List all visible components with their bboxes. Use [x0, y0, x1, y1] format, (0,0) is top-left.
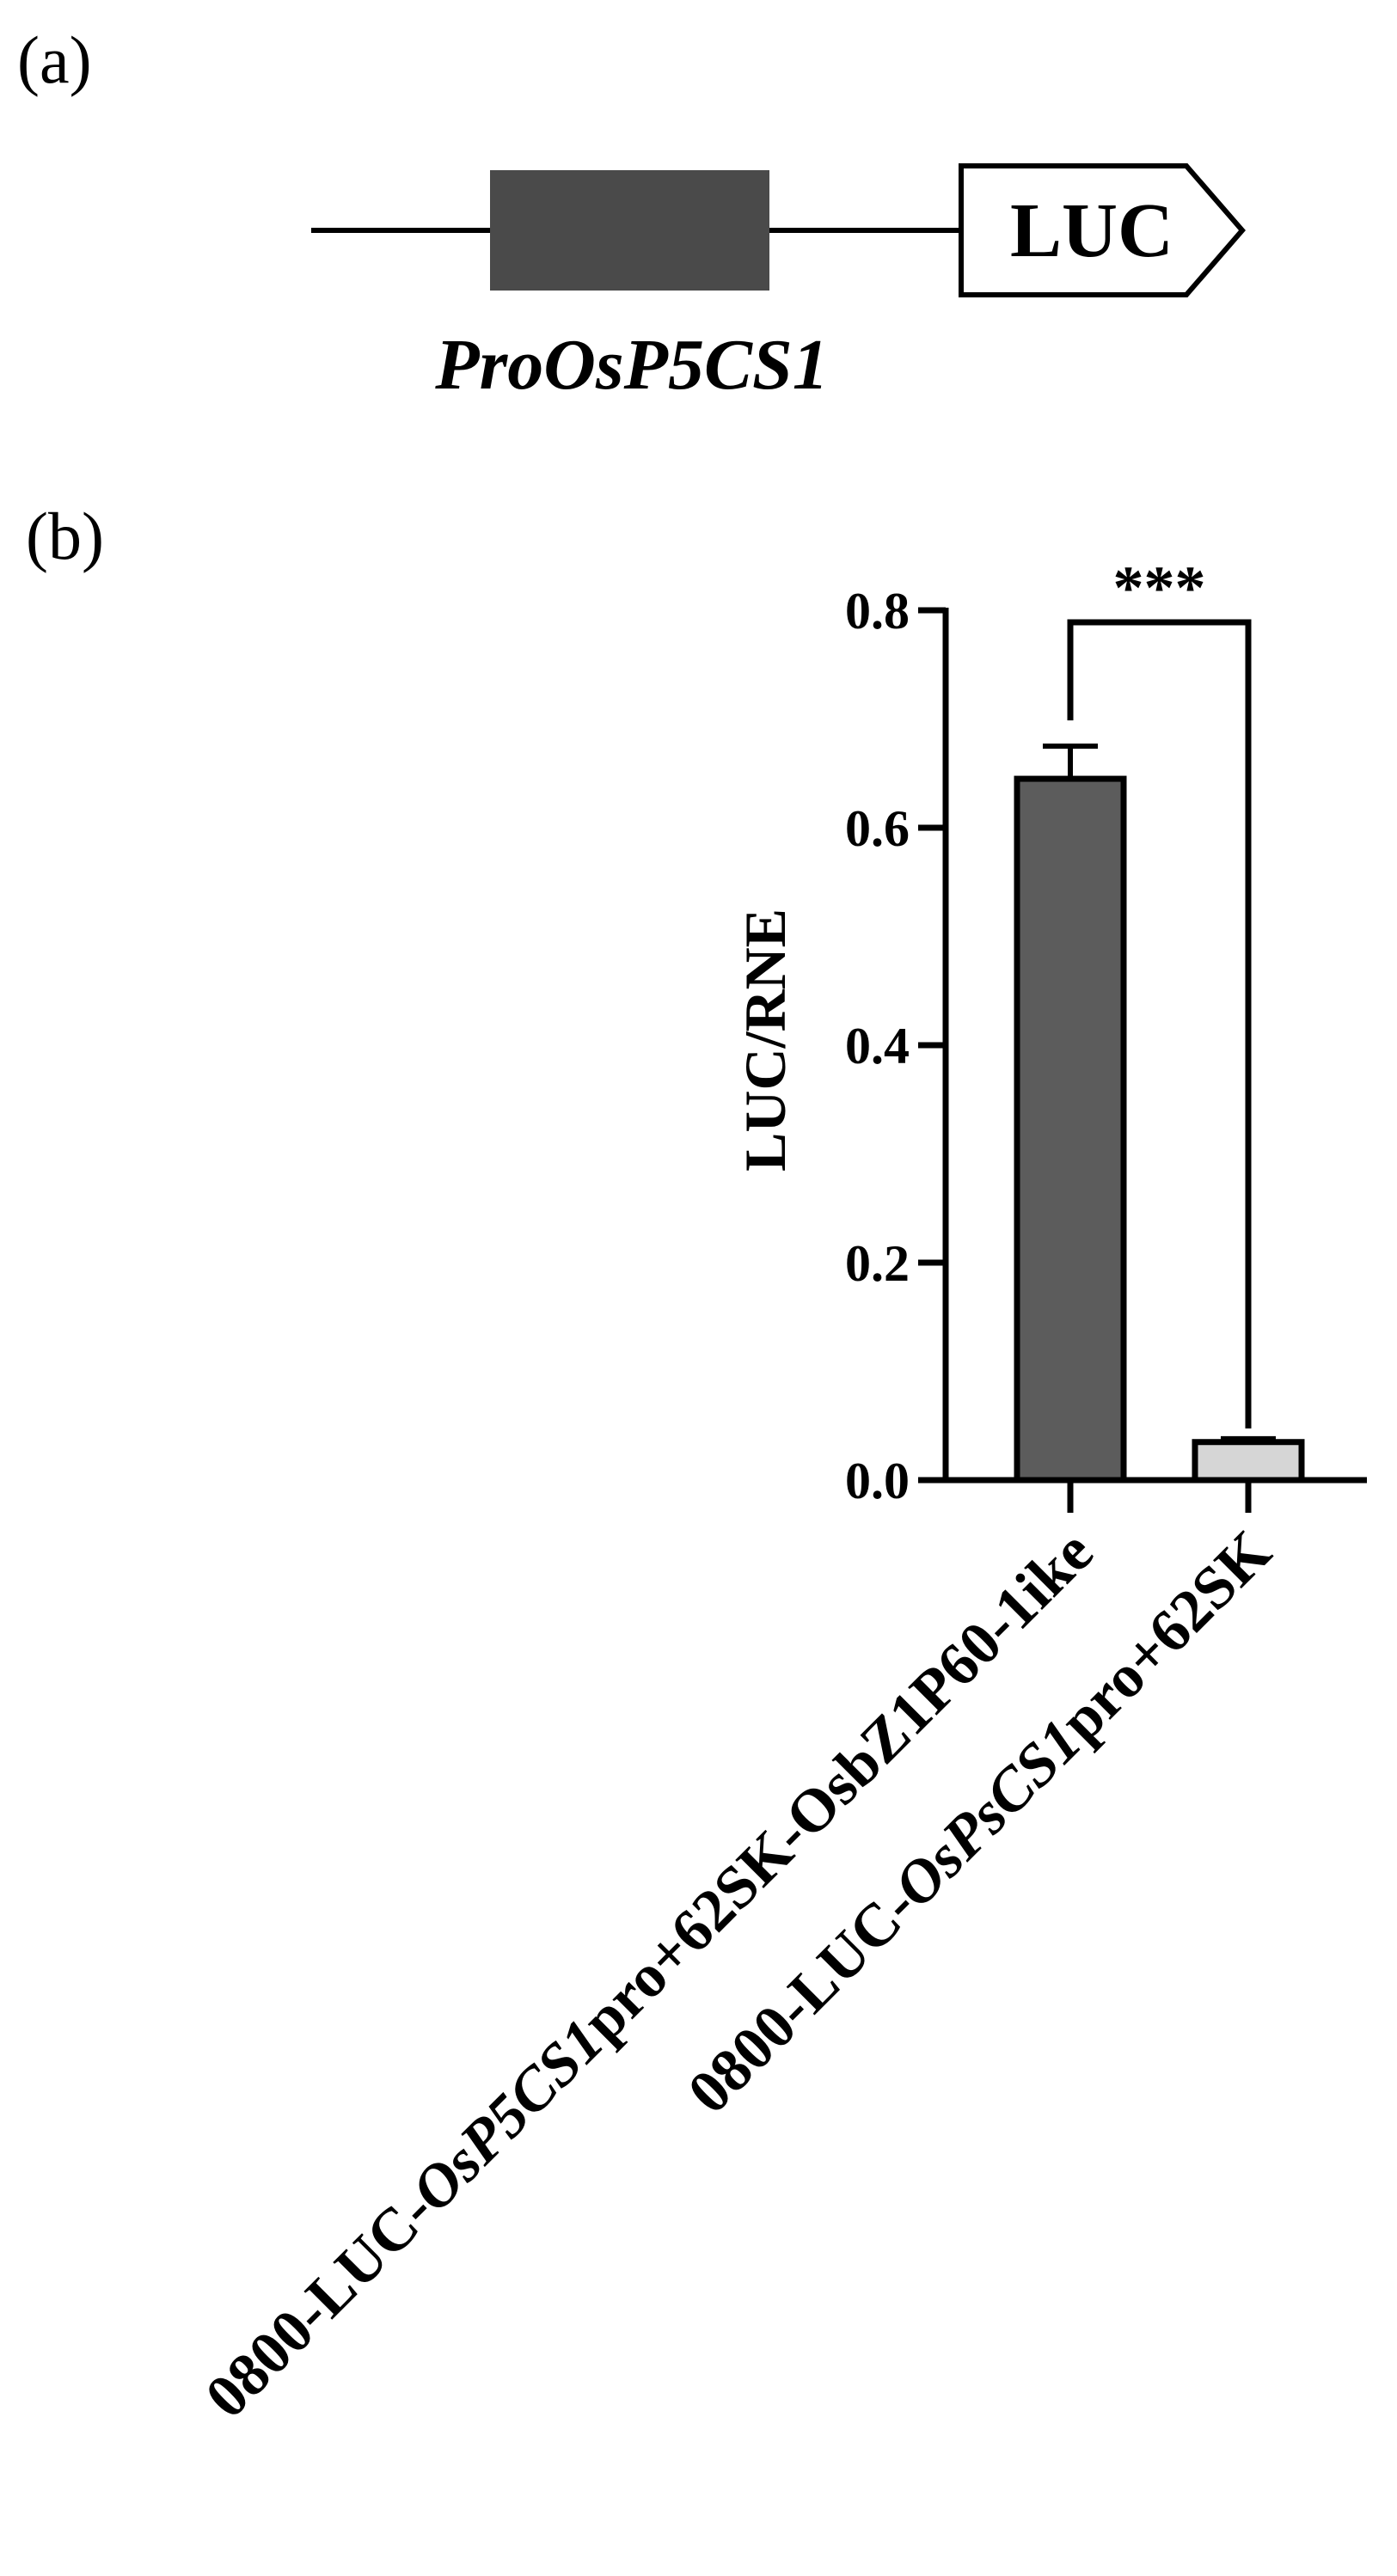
significance-label: ***	[1113, 554, 1206, 622]
promoter-label: ProOsP5CS1	[434, 325, 828, 405]
luc-reporter-arrow	[959, 163, 1246, 297]
x-category-label-part: OsP5CS1	[399, 2007, 616, 2224]
y-tick-label-2: 0.4	[845, 1018, 910, 1074]
bar-1	[1192, 1439, 1305, 1484]
y-tick-label-0: 0.0	[845, 1453, 910, 1509]
y-tick-label-1: 0.2	[845, 1235, 910, 1292]
panel-b-label: (b)	[26, 499, 104, 573]
y-tick-label-3: 0.6	[845, 800, 910, 857]
significance-bracket	[1067, 619, 1252, 1429]
x-category-label-0: 0800-LUC-OsP5CS1pro+62SK-OsbZ1P60-1ike	[193, 1518, 1106, 2431]
luc-label: LUC	[1010, 188, 1173, 273]
bar-0	[1014, 775, 1127, 1484]
y-axis-label: LUC/RNE	[732, 909, 798, 1172]
bar-chart: 0.0 0.2 0.4 0.6 0.8 LUC/RNE *** 0800-LUC-OsP5CS…	[193, 554, 1367, 2431]
y-tick-label-4: 0.8	[845, 583, 910, 639]
x-category-label-part: 0800-LUC-	[193, 2177, 446, 2431]
panel-a-label: (a)	[17, 22, 92, 97]
promoter-block	[490, 170, 769, 291]
